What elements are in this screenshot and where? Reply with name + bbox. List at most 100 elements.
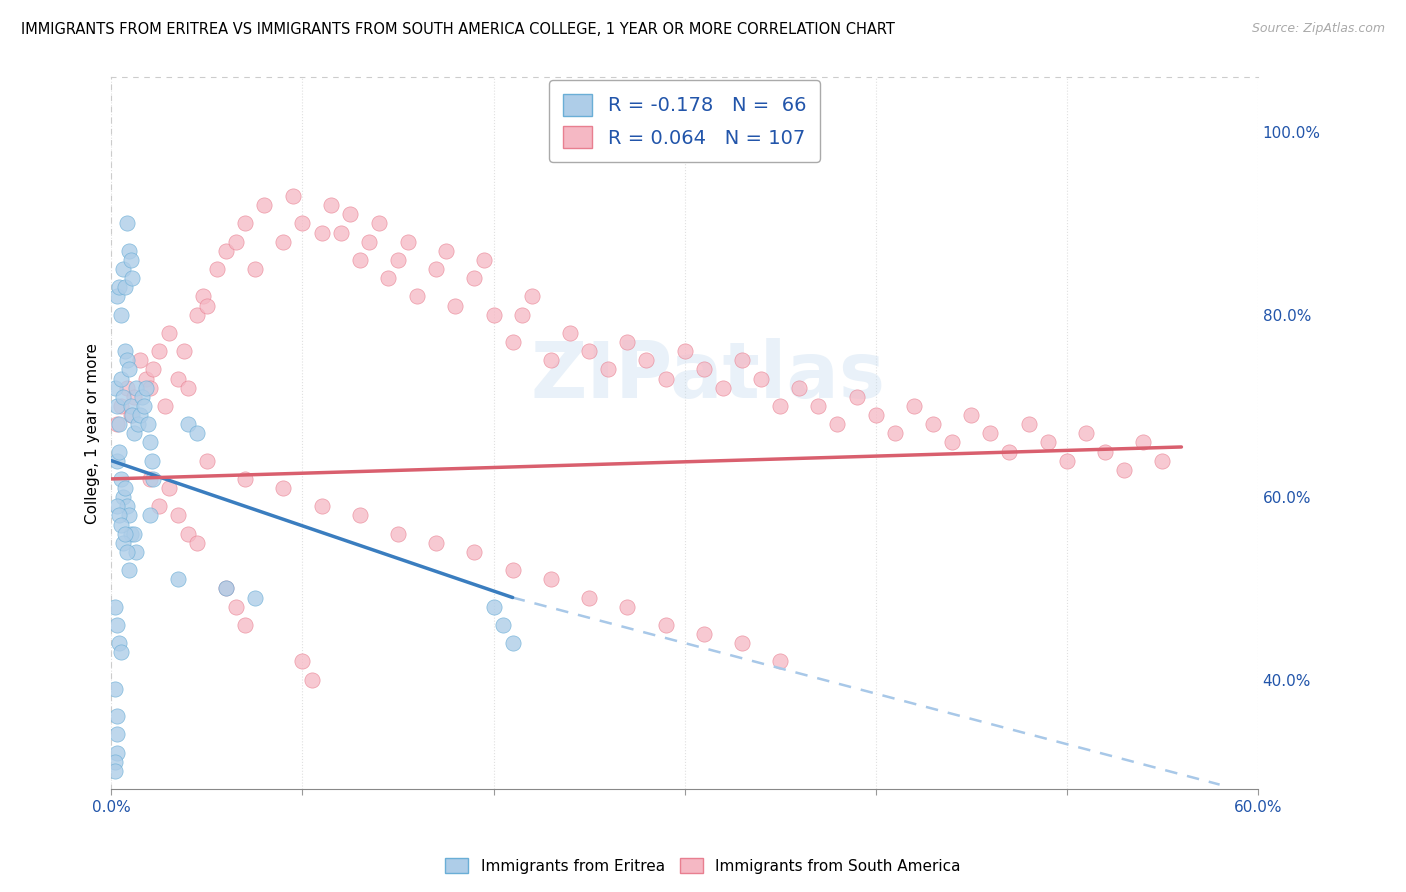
Point [311, 226, 333, 240]
Point [120, 526, 142, 541]
Point [291, 216, 314, 230]
Point [177, 381, 200, 395]
Point [108, 444, 131, 458]
Point [291, 654, 314, 668]
Point [117, 362, 139, 376]
Point [922, 417, 945, 432]
Point [105, 618, 128, 632]
Point [731, 353, 754, 368]
Point [114, 526, 136, 541]
Point [693, 362, 716, 376]
Point [492, 618, 515, 632]
Point [502, 636, 524, 650]
Point [186, 308, 208, 322]
Point [124, 390, 146, 404]
Point [225, 599, 247, 614]
Point [731, 636, 754, 650]
Point [148, 344, 170, 359]
Point [105, 709, 128, 723]
Point [215, 582, 238, 596]
Point [1152, 453, 1174, 467]
Point [444, 299, 467, 313]
Point [173, 344, 195, 359]
Point [124, 526, 146, 541]
Point [883, 426, 905, 441]
Point [1132, 435, 1154, 450]
Point [502, 563, 524, 577]
Point [463, 271, 485, 285]
Point [121, 408, 143, 422]
Point [110, 645, 132, 659]
Point [138, 472, 160, 486]
Point [136, 417, 159, 432]
Point [510, 308, 533, 322]
Point [998, 444, 1021, 458]
Point [1018, 417, 1040, 432]
Point [177, 526, 200, 541]
Point [157, 481, 180, 495]
Point [186, 536, 208, 550]
Point [157, 326, 180, 340]
Point [111, 262, 134, 277]
Legend: Immigrants from Eritrea, Immigrants from South America: Immigrants from Eritrea, Immigrants from… [439, 852, 967, 880]
Point [558, 326, 581, 340]
Point [141, 453, 163, 467]
Point [281, 189, 304, 203]
Point [127, 417, 149, 432]
Point [110, 399, 132, 413]
Point [233, 472, 256, 486]
Point [167, 508, 190, 523]
Point [941, 435, 963, 450]
Point [138, 381, 160, 395]
Point [787, 381, 810, 395]
Point [1074, 426, 1097, 441]
Point [117, 508, 139, 523]
Point [321, 198, 343, 212]
Point [301, 673, 323, 687]
Point [406, 289, 429, 303]
Point [520, 289, 543, 303]
Point [110, 308, 132, 322]
Point [540, 353, 562, 368]
Point [105, 727, 128, 741]
Point [472, 252, 495, 267]
Point [132, 399, 155, 413]
Point [233, 618, 256, 632]
Point [598, 362, 620, 376]
Point [105, 453, 128, 467]
Point [711, 381, 734, 395]
Point [636, 353, 658, 368]
Point [425, 536, 447, 550]
Point [349, 508, 371, 523]
Point [225, 235, 247, 249]
Point [359, 235, 381, 249]
Point [110, 472, 132, 486]
Point [1094, 444, 1116, 458]
Point [167, 371, 190, 385]
Point [807, 399, 830, 413]
Point [425, 262, 447, 277]
Point [769, 654, 792, 668]
Point [117, 563, 139, 577]
Point [142, 472, 165, 486]
Point [215, 244, 238, 258]
Text: Source: ZipAtlas.com: Source: ZipAtlas.com [1251, 22, 1385, 36]
Point [115, 216, 138, 230]
Point [540, 572, 562, 586]
Point [105, 399, 128, 413]
Point [434, 244, 457, 258]
Point [104, 764, 127, 778]
Point [273, 235, 295, 249]
Point [827, 417, 849, 432]
Point [387, 252, 409, 267]
Point [273, 481, 295, 495]
Point [233, 216, 256, 230]
Point [311, 500, 333, 514]
Point [979, 426, 1001, 441]
Point [186, 426, 208, 441]
Point [108, 280, 131, 294]
Legend: R = -0.178   N =  66, R = 0.064   N = 107: R = -0.178 N = 66, R = 0.064 N = 107 [550, 80, 820, 162]
Point [138, 508, 160, 523]
Point [177, 417, 200, 432]
Text: ZIPatlas: ZIPatlas [530, 338, 884, 415]
